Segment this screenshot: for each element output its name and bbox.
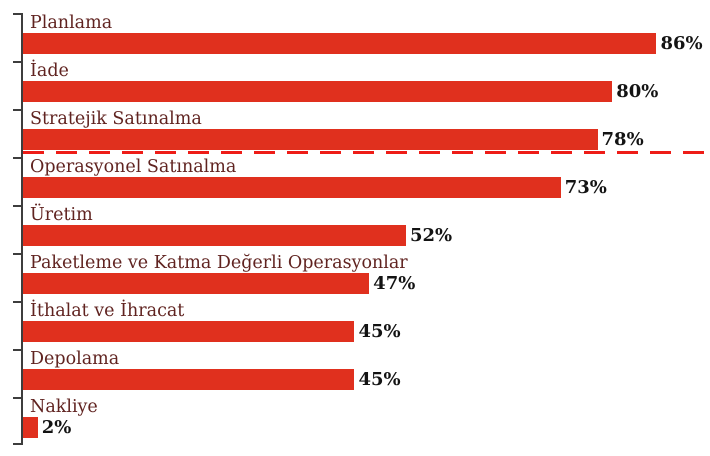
bar: [23, 81, 613, 102]
value-label: 73%: [564, 177, 607, 198]
axis-tick: [13, 157, 22, 159]
threshold-dashed-line: [23, 151, 708, 154]
value-label: 52%: [410, 225, 453, 246]
value-label: 45%: [358, 321, 401, 342]
bar-row: Planlama 86%: [23, 13, 708, 61]
category-label: İthalat ve İhracat: [30, 301, 185, 321]
axis-tick: [13, 205, 22, 207]
bar-line: 45%: [23, 369, 708, 390]
axis-tick: [13, 13, 22, 15]
bar: [23, 321, 355, 342]
axis-tick: [13, 349, 22, 351]
bar-row: İthalat ve İhracat 45%: [23, 301, 708, 349]
bar-line: 80%: [23, 81, 708, 102]
bar: [23, 369, 355, 390]
plot-area: Planlama 86% İade 80% Stratejik Satınalm…: [13, 13, 708, 445]
category-label: Üretim: [30, 205, 93, 225]
axis-tick: [13, 397, 22, 399]
bar: [23, 273, 370, 294]
bar-row: İade 80%: [23, 61, 708, 109]
axis-tick: [13, 443, 22, 445]
axis-tick: [13, 301, 22, 303]
bar-row: Stratejik Satınalma 78%: [23, 109, 708, 157]
category-label: Planlama: [30, 13, 113, 33]
category-label: Depolama: [30, 349, 120, 369]
value-label: 45%: [358, 369, 401, 390]
bar-row: Üretim 52%: [23, 205, 708, 253]
axis-tick: [13, 61, 22, 63]
bar: [23, 129, 598, 150]
bar-line: 78%: [23, 129, 708, 150]
bar-line: 45%: [23, 321, 708, 342]
bar-row: Paketleme ve Katma Değerli Operasyonlar …: [23, 253, 708, 301]
value-label: 2%: [41, 417, 72, 438]
category-label: İade: [30, 61, 69, 81]
value-label: 78%: [601, 129, 644, 150]
bar-line: 52%: [23, 225, 708, 246]
value-label: 47%: [373, 273, 416, 294]
bar-line: 73%: [23, 177, 708, 198]
bar-row: Nakliye 2%: [23, 397, 708, 445]
bar: [23, 225, 406, 246]
bar-line: 2%: [23, 417, 708, 438]
bar-line: 47%: [23, 273, 708, 294]
bar-line: 86%: [23, 33, 708, 54]
category-label: Operasyonel Satınalma: [30, 157, 237, 177]
bar-row: Operasyonel Satınalma 73%: [23, 157, 708, 205]
bar: [23, 177, 561, 198]
bar-row: Depolama 45%: [23, 349, 708, 397]
category-label: Nakliye: [30, 397, 98, 417]
category-label: Paketleme ve Katma Değerli Operasyonlar: [30, 253, 408, 273]
value-label: 86%: [660, 33, 703, 54]
axis-tick: [13, 109, 22, 111]
value-label: 80%: [616, 81, 659, 102]
bar: [23, 33, 657, 54]
category-label: Stratejik Satınalma: [30, 109, 202, 129]
axis-tick: [13, 253, 22, 255]
bar: [23, 417, 38, 438]
